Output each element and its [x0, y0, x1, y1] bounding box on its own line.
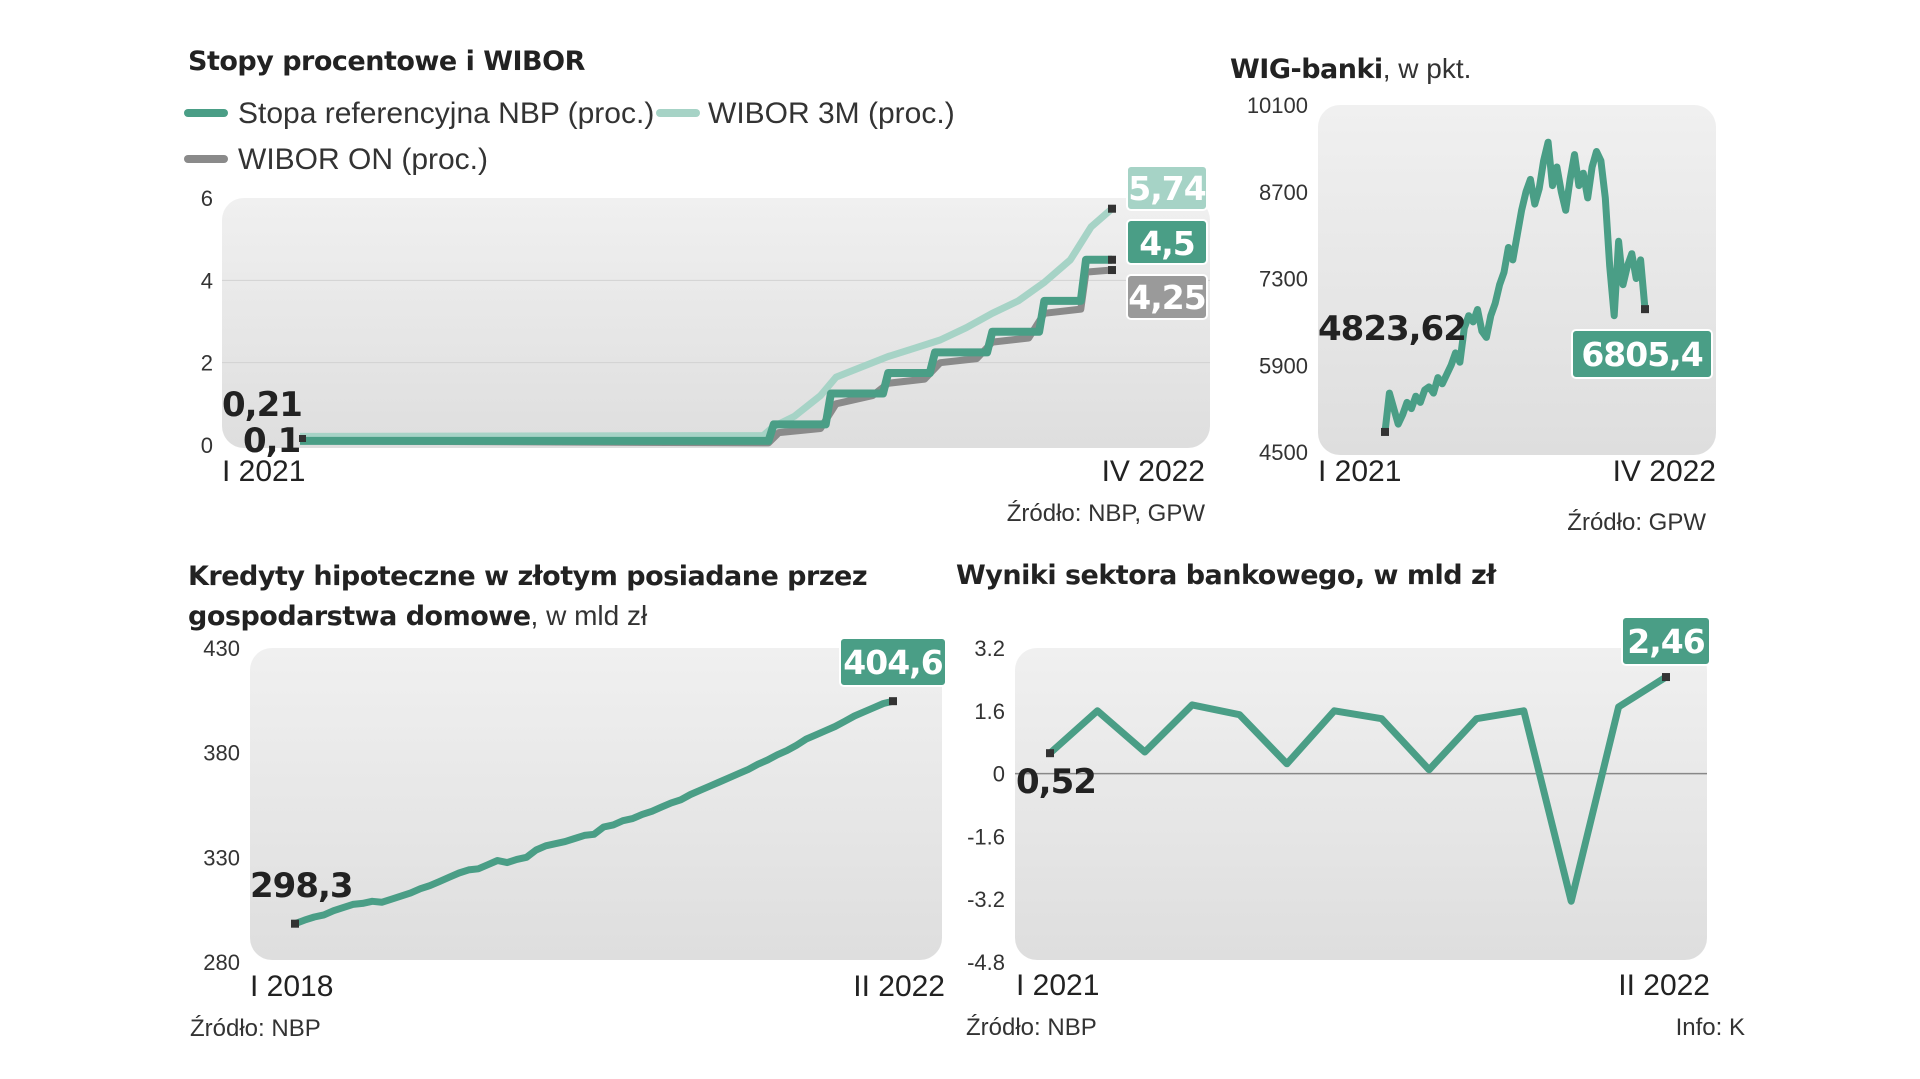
mortgage-y-tick-label: 280 [203, 950, 240, 975]
mortgage-y-tick-label: 380 [203, 741, 240, 766]
mortgage-end-marker [889, 697, 897, 706]
rates-y-tick-label: 2 [201, 351, 213, 376]
badge-nbp: 4,5 [1126, 219, 1208, 265]
banking-results-plot-panel [1015, 648, 1707, 960]
banking-results-y-tick-label: -3.2 [967, 887, 1005, 912]
mortgage-series [291, 697, 897, 928]
badge-wiboron: 4,25 [1126, 274, 1208, 320]
mortgage-x-start: I 2018 [250, 970, 333, 1003]
legend-label-wibor3m: WIBOR 3M (proc.) [708, 97, 955, 130]
banking-results-y-tick-label: -1.6 [967, 824, 1005, 849]
rates-line-wibor3m [299, 206, 1115, 440]
wig-series [1381, 138, 1649, 436]
rates-start-label-nbp: 0,1 [243, 421, 300, 461]
rates-chart: Stopy procentowe i WIBOR Stopa referency… [184, 46, 1210, 527]
rates-end-marker-nbp [1108, 255, 1116, 264]
rates-line-nbp [300, 255, 1112, 445]
rates-start-marker [299, 435, 306, 442]
mortgage-plot-panel [250, 648, 942, 960]
mortgage-y-tick-label: 330 [203, 845, 240, 870]
rates-series [299, 204, 1116, 447]
banking-results-y-ticks: 3.2 1.6 0 -1.6 -3.2 -4.8 [967, 636, 1005, 975]
mortgage-y-ticks: 280 330 380 430 [203, 636, 240, 975]
wig-y-tick-label: 8700 [1259, 180, 1308, 205]
legend-label-nbp: Stopa referencyjna NBP (proc.) [238, 97, 654, 130]
rates-source: Źródło: NBP, GPW [1007, 500, 1206, 527]
banking-results-series [1015, 673, 1707, 905]
badge-wibor3m-value: 5,74 [1128, 169, 1205, 208]
badge-mortgage-value: 404,6 [843, 643, 942, 682]
wig-y-ticks: 4500 5900 7300 8700 10100 [1247, 93, 1308, 465]
mortgage-title-line2: gospodarstwa domowe, w mld zł [188, 600, 648, 632]
rates-end-marker-wiboron [1108, 266, 1116, 275]
banking-results-start-marker [1046, 749, 1054, 758]
wig-start-marker [1381, 427, 1389, 436]
mortgage-chart: Kredyty hipoteczne w złotym posiadane pr… [188, 561, 947, 1042]
mortgage-title-tail: gospodarstwa domowe [188, 601, 531, 632]
mortgage-subtitle: , w mld zł [531, 600, 648, 631]
rates-y-tick-label: 6 [201, 186, 213, 211]
banking-results-x-end: II 2022 [1618, 969, 1710, 1002]
badge-wig: 6805,4 [1571, 329, 1713, 379]
wig-y-tick-label: 10100 [1247, 93, 1308, 118]
banking-results-end-marker [1662, 673, 1670, 682]
wig-end-marker [1641, 305, 1649, 314]
wig-x-end: IV 2022 [1613, 455, 1716, 488]
rates-plot-panel [222, 198, 1210, 448]
mortgage-y-tick-label: 430 [203, 636, 240, 661]
rates-legend: Stopa referencyjna NBP (proc.) WIBOR 3M … [184, 97, 955, 176]
badge-wig-value: 6805,4 [1581, 335, 1702, 374]
rates-y-tick-label: 4 [201, 268, 213, 293]
mortgage-line [293, 697, 894, 927]
banking-results-title: Wyniki sektora bankowego, w mld zł [956, 560, 1497, 591]
rates-x-end: IV 2022 [1102, 455, 1205, 488]
info-credit: Info: K [1676, 1014, 1745, 1041]
rates-y-tick-label: 0 [201, 433, 213, 458]
banking-results-y-tick-label: -4.8 [967, 950, 1005, 975]
banking-results-x-start: I 2021 [1016, 969, 1099, 1002]
rates-y-ticks: 0 2 4 6 [201, 186, 213, 458]
banking-results-y-tick-label: 0 [993, 762, 1005, 787]
banking-results-y-tick-label: 3.2 [974, 636, 1005, 661]
mortgage-title-line1: Kredyty hipoteczne w złotym posiadane pr… [188, 561, 867, 592]
rates-start-label-wibor3m: 0,21 [222, 385, 302, 425]
wig-y-tick-label: 4500 [1259, 440, 1308, 465]
wig-title-line: WIG-banki, w pkt. [1230, 53, 1471, 85]
wig-start-label: 4823,62 [1318, 309, 1466, 349]
rates-chart-title: Stopy procentowe i WIBOR [188, 46, 586, 77]
wig-title: WIG-banki [1230, 54, 1383, 85]
wig-x-start: I 2021 [1318, 455, 1401, 488]
banking-results-line [1047, 674, 1668, 905]
badge-mortgage: 404,6 [839, 637, 947, 687]
mortgage-x-end: II 2022 [853, 970, 945, 1003]
badge-wiboron-value: 4,25 [1128, 278, 1205, 317]
banking-results-source: Źródło: NBP [966, 1014, 1097, 1041]
legend-label-wiboron: WIBOR ON (proc.) [238, 143, 488, 176]
wig-y-tick-label: 7300 [1259, 267, 1308, 292]
badge-nbp-value: 4,5 [1139, 224, 1194, 263]
wig-y-tick-label: 5900 [1259, 353, 1308, 378]
wig-line [1381, 138, 1649, 433]
wig-source: Źródło: GPW [1567, 509, 1706, 536]
rates-x-start: I 2021 [222, 455, 305, 488]
mortgage-start-marker [291, 919, 299, 928]
banking-results-chart: Wyniki sektora bankowego, w mld zł 3.2 1.… [956, 560, 1745, 1041]
badge-banking-results-value: 2,46 [1627, 622, 1704, 661]
badge-banking-results: 2,46 [1621, 616, 1711, 666]
wig-plot-panel [1318, 105, 1716, 455]
wig-chart: WIG-banki, w pkt. 450059007300870010100 … [1230, 53, 1716, 536]
badge-wibor3m: 5,74 [1126, 165, 1208, 211]
mortgage-start-label: 298,3 [250, 866, 353, 906]
rates-end-marker-wibor3m [1108, 204, 1116, 213]
banking-results-start-label: 0,52 [1016, 762, 1096, 802]
mortgage-source: Źródło: NBP [190, 1015, 321, 1042]
wig-subtitle: , w pkt. [1383, 53, 1472, 84]
banking-results-y-tick-label: 1.6 [974, 699, 1005, 724]
